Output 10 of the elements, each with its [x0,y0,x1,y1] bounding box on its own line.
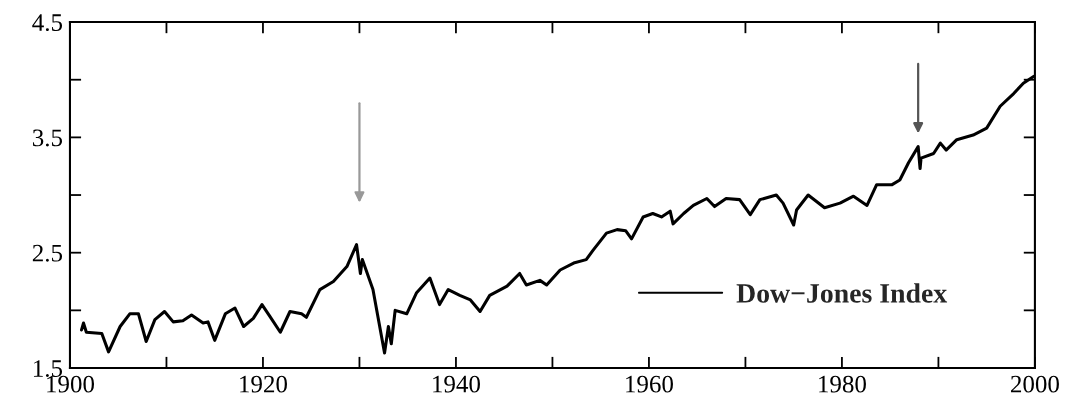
x-tick-label: 2000 [1011,375,1059,393]
x-tick-label: 1980 [819,375,866,393]
x-tick-label: 1900 [47,375,95,393]
legend-label: Dow−Jones Index [736,283,948,303]
x-tick-label: 1960 [626,375,673,393]
x-tick-label: 1920 [240,375,287,393]
y-tick-label: 3.5 [32,129,63,147]
x-tick-label: 1940 [433,375,480,393]
y-tick-label: 4.5 [32,14,63,32]
y-tick-label: 2.5 [32,244,63,262]
